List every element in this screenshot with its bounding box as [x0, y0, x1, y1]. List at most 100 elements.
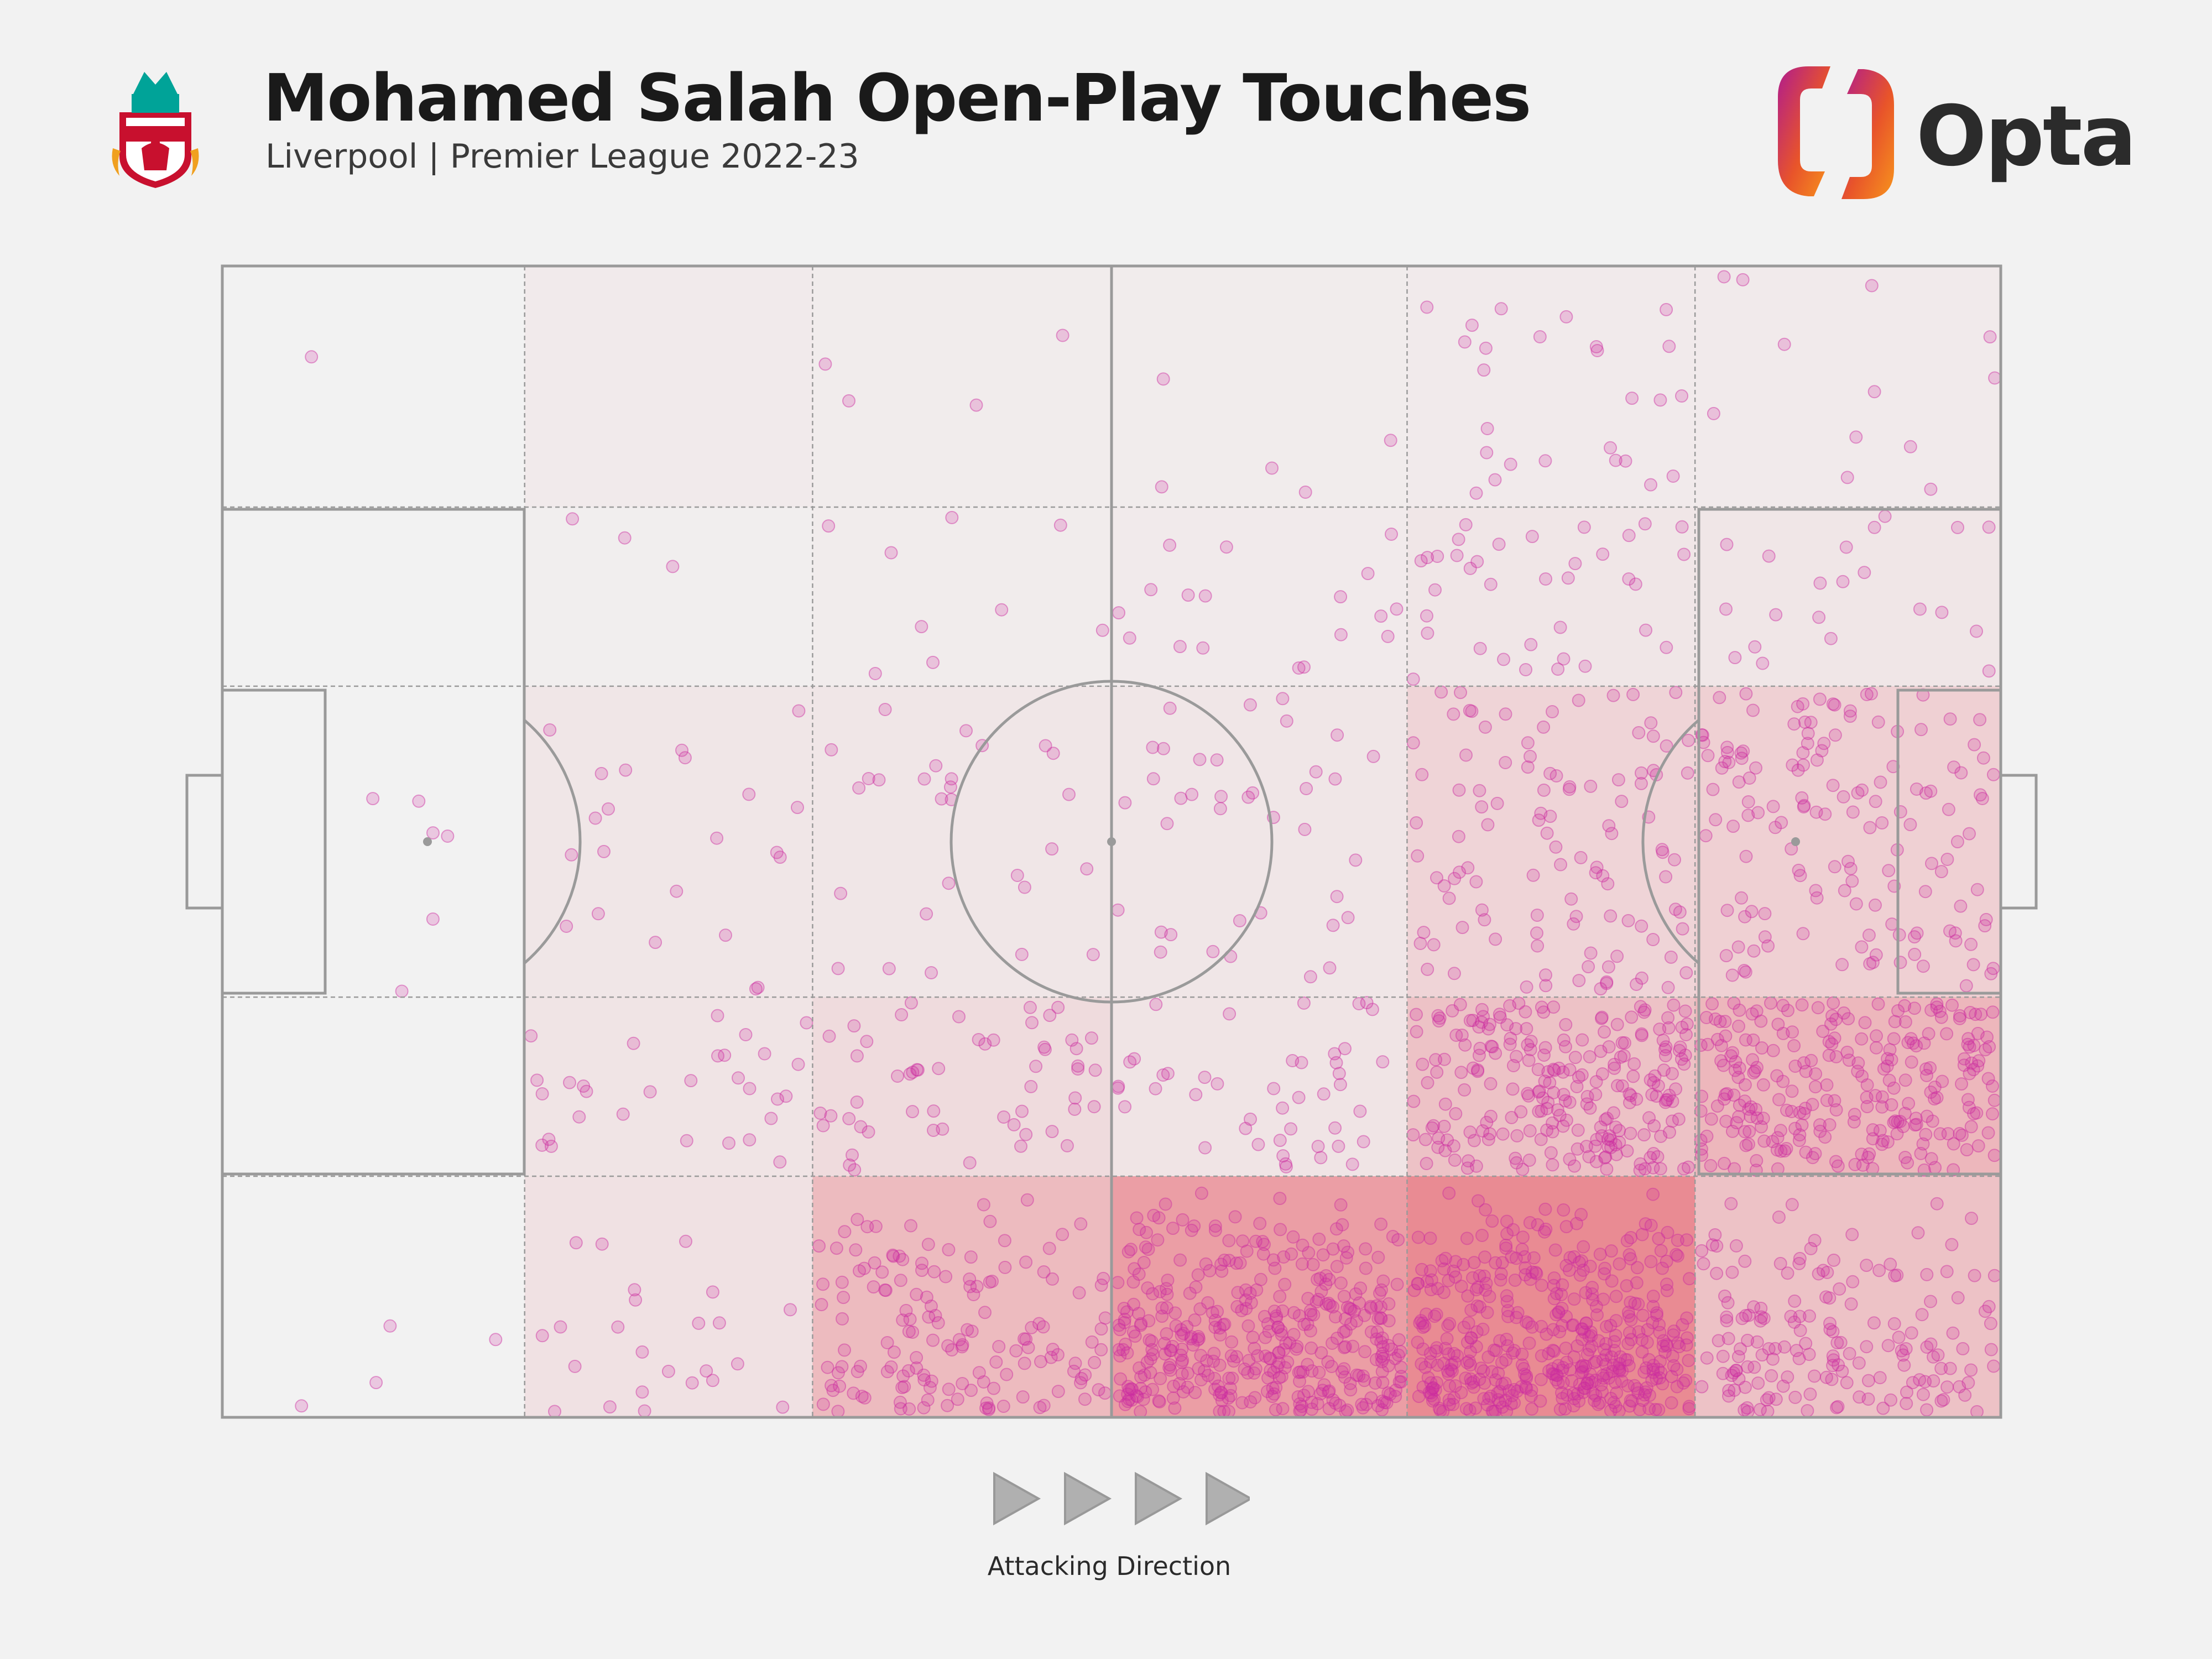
touch-dot	[1484, 1389, 1498, 1403]
touch-dot	[1738, 1078, 1752, 1092]
touch-dot	[1855, 1070, 1869, 1083]
touch-dot	[1286, 1054, 1300, 1067]
touch-dot	[1484, 1040, 1498, 1053]
touch-dot	[1637, 1365, 1651, 1379]
touch-dot	[1589, 1373, 1603, 1387]
touch-dot	[903, 1312, 917, 1326]
touch-dot	[1979, 1043, 1992, 1057]
touch-dot	[884, 546, 898, 560]
touch-dot	[1628, 1296, 1642, 1310]
touch-dot	[1526, 868, 1540, 882]
touch-dot	[1442, 1397, 1456, 1411]
touch-dot	[1230, 1300, 1244, 1313]
touch-dot	[1675, 1020, 1689, 1034]
touch-dot	[1481, 1133, 1495, 1146]
touch-dot	[1611, 1079, 1624, 1093]
touch-dot	[543, 723, 557, 737]
touch-dot	[1582, 1330, 1596, 1344]
touch-dot	[1382, 1314, 1396, 1328]
touch-dot	[1129, 1389, 1143, 1402]
touch-dot	[1637, 1388, 1651, 1402]
touch-dot	[1584, 1329, 1598, 1343]
touch-dot	[1272, 1371, 1286, 1385]
touch-dot	[1920, 1403, 1934, 1417]
touch-dot	[1567, 917, 1580, 931]
touch-dot	[1718, 1015, 1732, 1029]
touch-dot	[1078, 1392, 1092, 1406]
touch-dot	[1279, 1160, 1293, 1173]
touch-dot	[1788, 1121, 1802, 1135]
touch-dot	[1520, 1022, 1533, 1036]
touch-dot	[1122, 1392, 1136, 1406]
touch-dot	[1653, 1354, 1667, 1368]
touch-dot	[1430, 871, 1443, 885]
touch-dot	[1554, 1288, 1568, 1301]
touch-dot	[1261, 1371, 1275, 1385]
touch-dot	[1717, 270, 1731, 284]
touch-dot	[1559, 1040, 1572, 1053]
touch-dot	[1375, 1349, 1389, 1363]
touch-dot	[1305, 1364, 1319, 1378]
touch-dot	[1887, 1081, 1901, 1095]
touch-dot	[1647, 1076, 1661, 1089]
touch-dot	[1495, 1256, 1509, 1270]
touch-dot	[1222, 1254, 1236, 1267]
touch-dot	[1601, 960, 1615, 974]
touch-dot	[1853, 1390, 1866, 1404]
touch-dot	[1908, 947, 1922, 961]
touch-dot	[1750, 1335, 1764, 1349]
touch-dot	[1335, 1365, 1349, 1379]
touch-dot	[1624, 1394, 1637, 1407]
touch-dot	[1413, 1316, 1427, 1330]
touch-dot	[1658, 1345, 1672, 1359]
touch-dot	[1797, 1056, 1811, 1070]
touch-dot	[1976, 751, 1990, 765]
touch-dot	[1957, 1052, 1971, 1066]
touch-dot	[1841, 1012, 1855, 1026]
touch-dot	[776, 1400, 790, 1414]
touch-dot	[872, 773, 886, 787]
touch-dot	[1161, 1274, 1175, 1287]
touch-dot	[1660, 739, 1673, 753]
touch-dot	[1826, 1349, 1840, 1363]
touch-dot	[1704, 1159, 1718, 1172]
touch-dot	[1654, 1365, 1668, 1379]
touch-dot	[1963, 1040, 1976, 1054]
touch-dot	[1214, 1258, 1228, 1271]
touch-dot	[1704, 1112, 1718, 1126]
touch-dot	[1544, 1146, 1558, 1160]
touch-dot	[1224, 1389, 1238, 1402]
touch-dot	[1146, 772, 1160, 786]
touch-dot	[1644, 1073, 1657, 1087]
touch-dot	[1736, 744, 1750, 758]
touch-dot	[1469, 1401, 1483, 1415]
touch-dot	[1563, 1152, 1577, 1166]
touch-dots-layer	[295, 270, 2002, 1418]
touch-dot	[1323, 961, 1337, 975]
touch-dot	[1827, 996, 1840, 1010]
touch-dot	[1760, 1393, 1773, 1407]
touch-dot	[1851, 1065, 1865, 1078]
touch-dot	[1543, 810, 1557, 823]
touch-dot	[1343, 1376, 1357, 1390]
touch-dot	[1937, 1393, 1950, 1407]
touch-dot	[1813, 692, 1827, 706]
touch-dot	[1635, 1333, 1649, 1347]
touch-dot	[1964, 937, 1978, 951]
touch-dot	[1818, 1130, 1832, 1144]
touch-dot	[1160, 1327, 1173, 1340]
touch-dot	[1472, 1020, 1486, 1034]
touch-dot	[1068, 1091, 1082, 1105]
touch-dot	[891, 1070, 904, 1083]
touch-dot	[1803, 1387, 1817, 1401]
touch-dot	[1025, 1321, 1039, 1334]
touch-dot	[1900, 1385, 1913, 1399]
touch-dot	[1803, 1309, 1816, 1323]
touch-dot	[1787, 1315, 1801, 1329]
touch-dot	[978, 1037, 992, 1051]
touch-dot	[1537, 1005, 1551, 1019]
touch-dot	[884, 1360, 898, 1374]
touch-dot	[1583, 1368, 1597, 1381]
touch-dot	[816, 1397, 830, 1411]
